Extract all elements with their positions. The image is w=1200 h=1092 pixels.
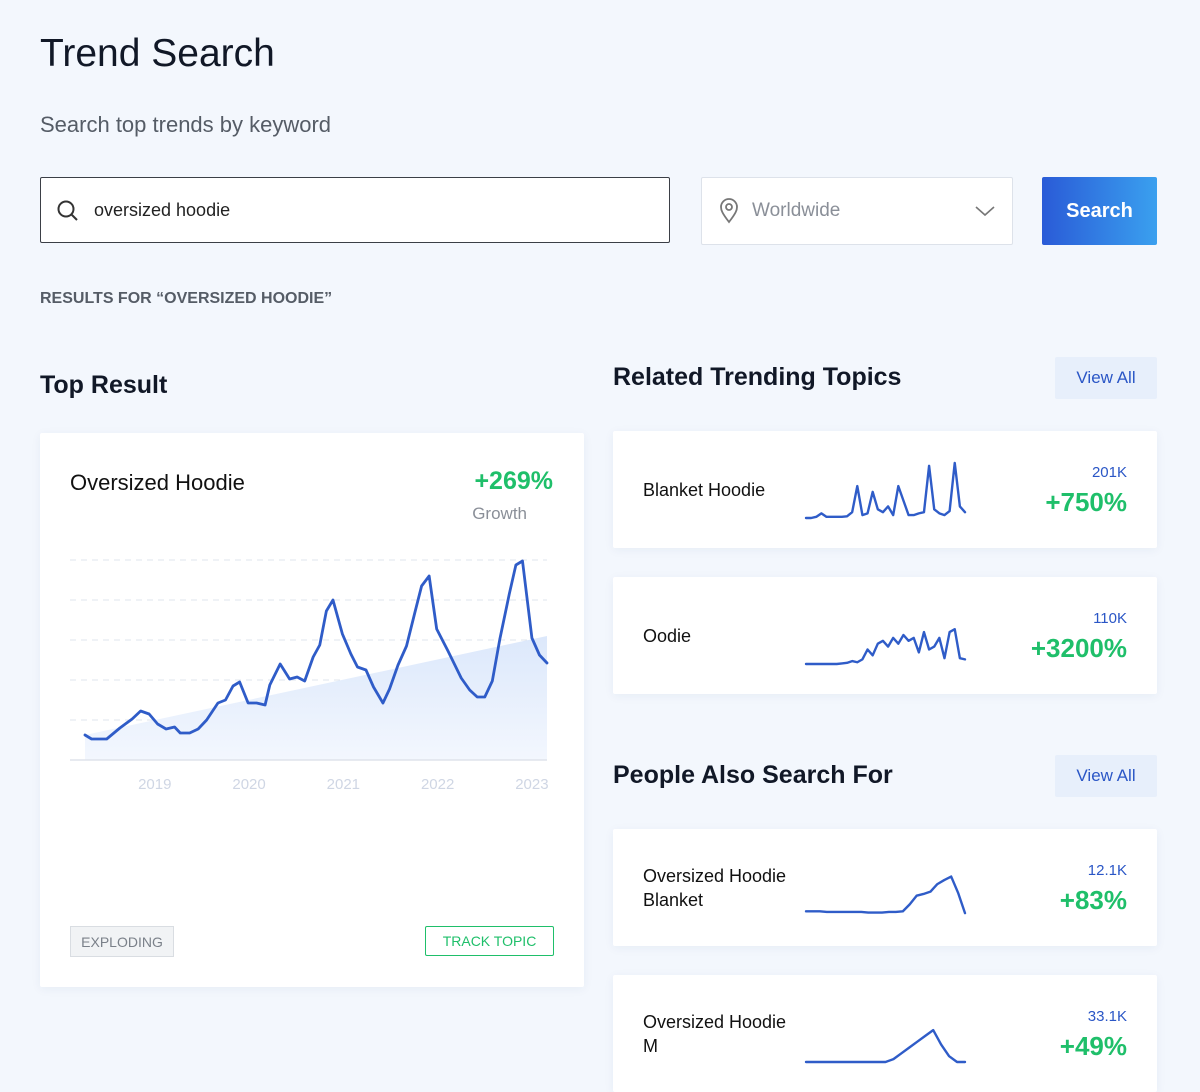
location-select[interactable]: Worldwide — [701, 177, 1013, 245]
topic-name: Blanket Hoodie — [643, 479, 766, 500]
view-all[interactable]: View All — [1055, 755, 1157, 797]
page-title: Trend Search — [40, 32, 275, 75]
x-tick-label: 2021 — [327, 776, 360, 793]
search-query: oversized hoodie — [94, 200, 231, 220]
topic-name: Oversized Hoodie Blanket — [643, 865, 787, 910]
section-heading: Related Trending Topics — [613, 363, 902, 391]
search-volume: 201K — [1091, 464, 1127, 481]
x-tick-label: 2019 — [138, 776, 171, 793]
search-button[interactable]: Search — [1042, 177, 1157, 245]
badge: EXPLODING — [70, 926, 174, 957]
page: Trend Search Search top trends by keywor… — [40, 32, 1157, 1092]
trend-line — [804, 1028, 967, 1064]
growth: +49% — [1059, 1031, 1127, 1061]
badge-label: EXPLODING — [81, 933, 163, 950]
section-heading: People Also Search For — [613, 761, 893, 789]
growth: +3200% — [1030, 633, 1127, 663]
growth: +750% — [1045, 487, 1127, 517]
topic-name: Oversized Hoodie — [70, 470, 245, 495]
trend-line — [804, 875, 967, 915]
search-volume: 110K — [1093, 610, 1127, 627]
topic-card: Oversized Hoodie Blanket 12.1K +83% — [613, 829, 1157, 946]
location: Worldwide — [752, 200, 841, 221]
trend-area — [85, 636, 547, 760]
sparkline — [804, 875, 967, 915]
results-label: RESULTS FOR “OVERSIZED HOODIE” — [40, 290, 333, 307]
view-all[interactable]: View All — [1055, 357, 1157, 399]
growth: +269% — [474, 467, 553, 495]
trend-line — [804, 461, 967, 520]
trend-chart: 2019 2020 2021 2022 2023 — [70, 559, 549, 793]
search-button-label: Search — [1066, 199, 1133, 222]
sparkline — [804, 1028, 967, 1064]
topic-card: Oversized Hoodie M 33.1K +49% — [613, 975, 1157, 1092]
search-input[interactable]: oversized hoodie — [40, 177, 670, 243]
track-label: TRACK TOPIC — [442, 933, 537, 949]
trend-line — [804, 628, 967, 666]
trend-line — [83, 559, 549, 741]
search-icon — [57, 200, 78, 221]
chevron — [975, 206, 995, 217]
view-all-label: View All — [1076, 766, 1136, 785]
topic-name: Oodie — [643, 625, 692, 646]
search-volume: 33.1K — [1087, 1008, 1127, 1025]
section-heading: Top Result — [40, 371, 168, 399]
track-button[interactable]: TRACK TOPIC — [425, 926, 554, 956]
x-tick-label: 2020 — [232, 776, 265, 793]
pin-icon — [720, 198, 738, 224]
sparkline — [804, 628, 967, 666]
topic-card: Blanket Hoodie 201K +750% — [613, 431, 1157, 548]
subtitle: Search top trends by keyword — [40, 112, 332, 137]
view-all-label: View All — [1076, 368, 1136, 387]
search-volume: 12.1K — [1087, 862, 1127, 879]
growth: +83% — [1059, 885, 1127, 915]
topic-name: Oversized Hoodie M — [643, 1011, 787, 1056]
sparkline — [804, 461, 967, 520]
top-result-card: Oversized Hoodie +269% Growth 2019 2020 20… — [40, 433, 584, 987]
topic-card: Oodie 110K +3200% — [613, 577, 1157, 694]
x-tick-label: 2023 — [515, 776, 548, 793]
x-tick-label: 2022 — [421, 776, 454, 793]
growth-label: Growth — [472, 504, 527, 523]
